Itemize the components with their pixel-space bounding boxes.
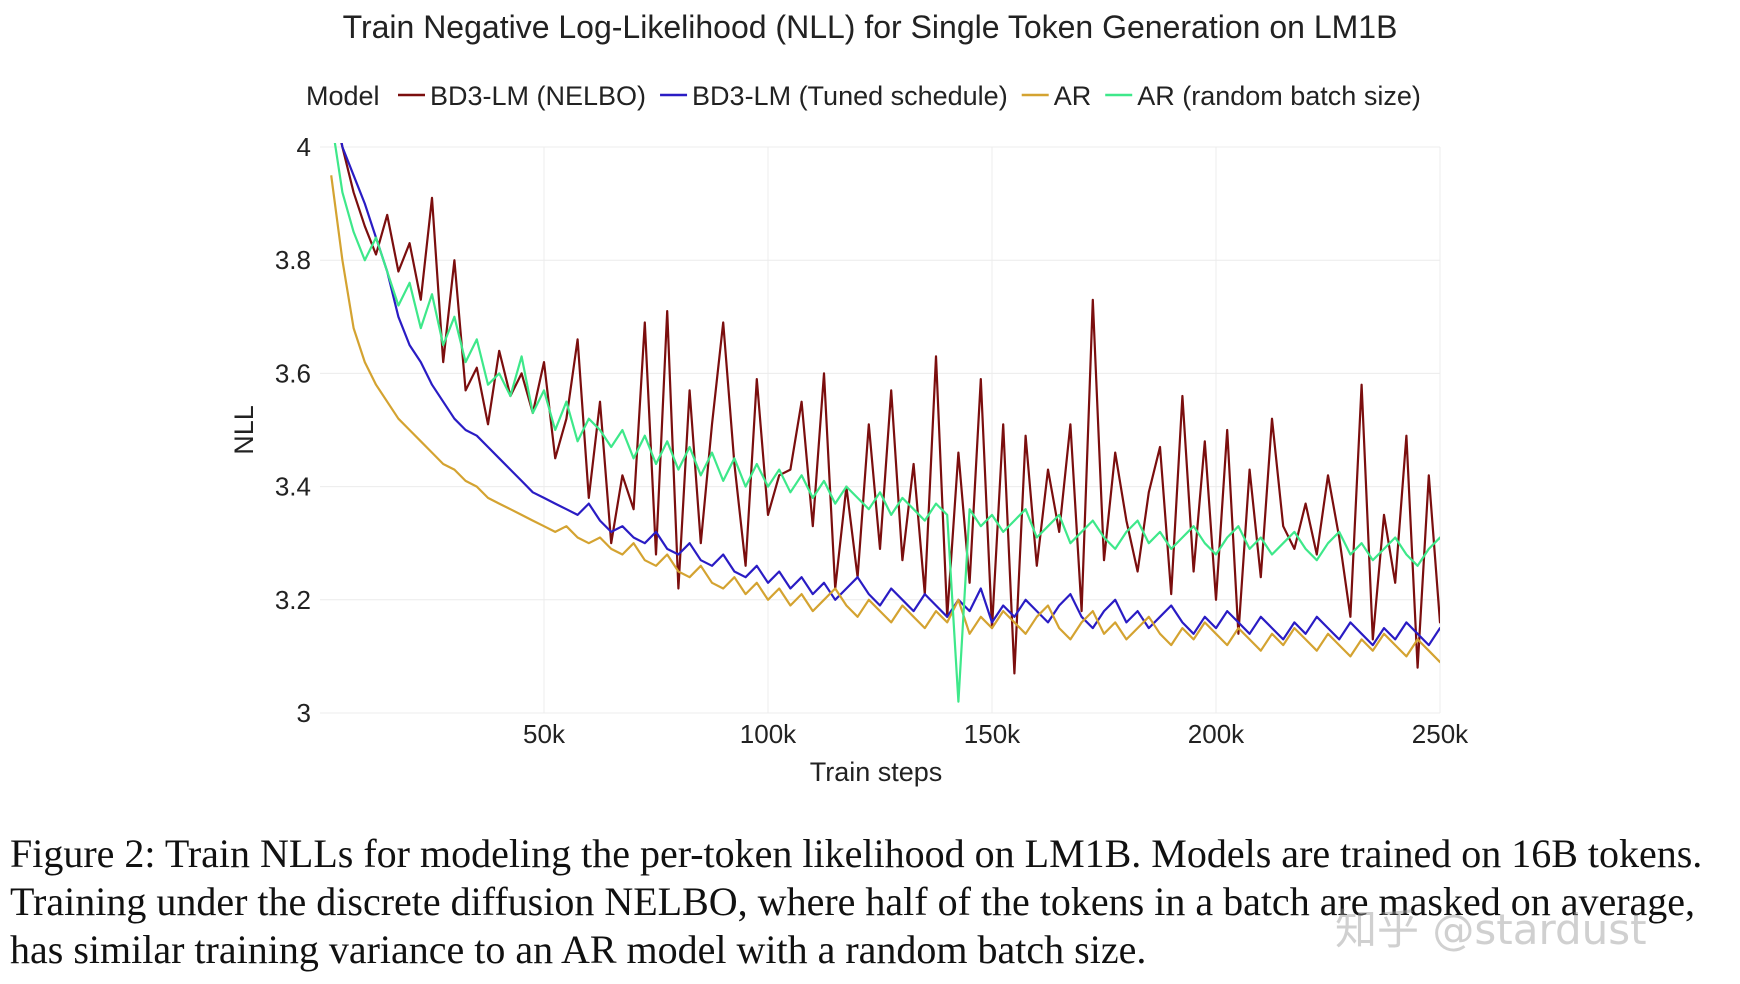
series-line-bd3-lm-nelbo: [340, 143, 1440, 675]
series-line-bd3-lm-tuned-schedule: [340, 143, 1440, 647]
legend: Model BD3-LM (NELBO) BD3-LM (Tuned schedul…: [306, 81, 1421, 111]
y-tick-label: 3.4: [275, 472, 311, 502]
legend-label: BD3-LM (Tuned schedule): [692, 81, 1008, 111]
x-tick-label: 50k: [523, 719, 566, 749]
x-axis-title: Train steps: [810, 757, 943, 787]
x-axis-ticks: 50k 100k 150k 200k 250k: [523, 719, 1469, 749]
chart-title: Train Negative Log-Likelihood (NLL) for …: [343, 9, 1398, 45]
y-axis-title: NLL: [229, 405, 259, 455]
y-axis-ticks: 3 3.2 3.4 3.6 3.8 4: [275, 132, 311, 728]
x-tick-label: 150k: [964, 719, 1021, 749]
y-tick-label: 3: [297, 698, 311, 728]
legend-title: Model: [306, 81, 380, 111]
legend-label: BD3-LM (NELBO): [430, 81, 646, 111]
series-lines: [330, 143, 1440, 703]
y-tick-label: 3.2: [275, 585, 311, 615]
watermark: 知乎 @stardust: [1335, 905, 1647, 954]
y-tick-label: 3.6: [275, 358, 311, 388]
legend-label: AR (random batch size): [1137, 81, 1421, 111]
x-tick-label: 100k: [740, 719, 797, 749]
series-line-ar-random-batch-size: [333, 143, 1440, 703]
y-tick-label: 3.8: [275, 245, 311, 275]
y-tick-label: 4: [297, 132, 311, 162]
x-tick-label: 250k: [1412, 719, 1469, 749]
chart: Train Negative Log-Likelihood (NLL) for …: [229, 9, 1469, 787]
series-line-ar: [330, 175, 1440, 664]
figure-caption: Figure 2: Train NLLs for modeling the pe…: [10, 831, 1703, 972]
x-tick-label: 200k: [1188, 719, 1245, 749]
legend-label: AR: [1054, 81, 1092, 111]
